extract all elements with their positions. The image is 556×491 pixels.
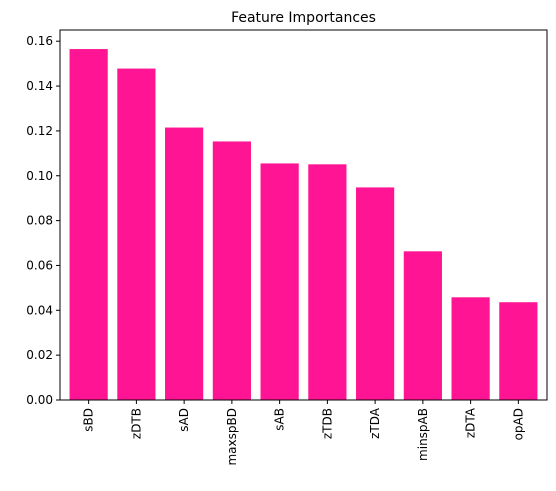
y-tick-label: 0.00 (26, 393, 53, 407)
plot-frame (59, 29, 548, 401)
bar-sAB (260, 163, 299, 400)
x-tick-label: sBD (82, 408, 96, 432)
y-tick-label: 0.02 (26, 348, 53, 362)
y-tick-label: 0.16 (26, 34, 53, 48)
bars-layer (69, 49, 538, 400)
bar-minspAB (403, 251, 442, 400)
y-axis: 0.00 0.02 0.04 0.06 0.08 0.10 0.12 0.14 0.16 (26, 34, 60, 407)
chart-title: Feature Importances (231, 10, 376, 26)
y-tick-label: 0.10 (26, 169, 53, 183)
y-tick-label: 0.14 (26, 79, 53, 93)
bar-sAD (165, 127, 204, 400)
x-tick-label: sAB (273, 408, 287, 431)
bar-zDTA (451, 297, 490, 400)
y-tick-label: 0.08 (26, 214, 53, 228)
y-tick-label: 0.04 (26, 303, 53, 317)
y-tick-label: 0.12 (26, 124, 53, 138)
x-tick-label: maxspBD (225, 408, 239, 466)
bar-zTDB (308, 164, 347, 400)
x-tick-label: zTDA (368, 407, 382, 439)
x-tick-label: zTDB (320, 408, 334, 439)
x-tick-label: sAD (177, 408, 191, 432)
bar-zTDA (356, 187, 395, 400)
x-tick-label: zDTA (464, 407, 478, 438)
bar-maxspBD (212, 141, 251, 400)
x-axis: sBD zDTB sAD maxspBD sAB zTDB zTDA minspAB zDTA o… (82, 400, 525, 466)
x-tick-label: minspAB (416, 408, 430, 461)
bar-zDTB (117, 68, 156, 400)
y-tick-label: 0.06 (26, 258, 53, 272)
x-tick-label: opAD (511, 408, 525, 440)
bar-opAD (499, 302, 538, 400)
x-tick-label: zDTB (129, 408, 143, 439)
bar-sBD (69, 49, 108, 400)
